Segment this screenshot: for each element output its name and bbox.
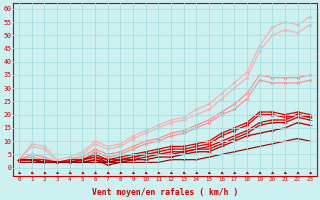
X-axis label: Vent moyen/en rafales ( km/h ): Vent moyen/en rafales ( km/h ) xyxy=(92,188,238,197)
